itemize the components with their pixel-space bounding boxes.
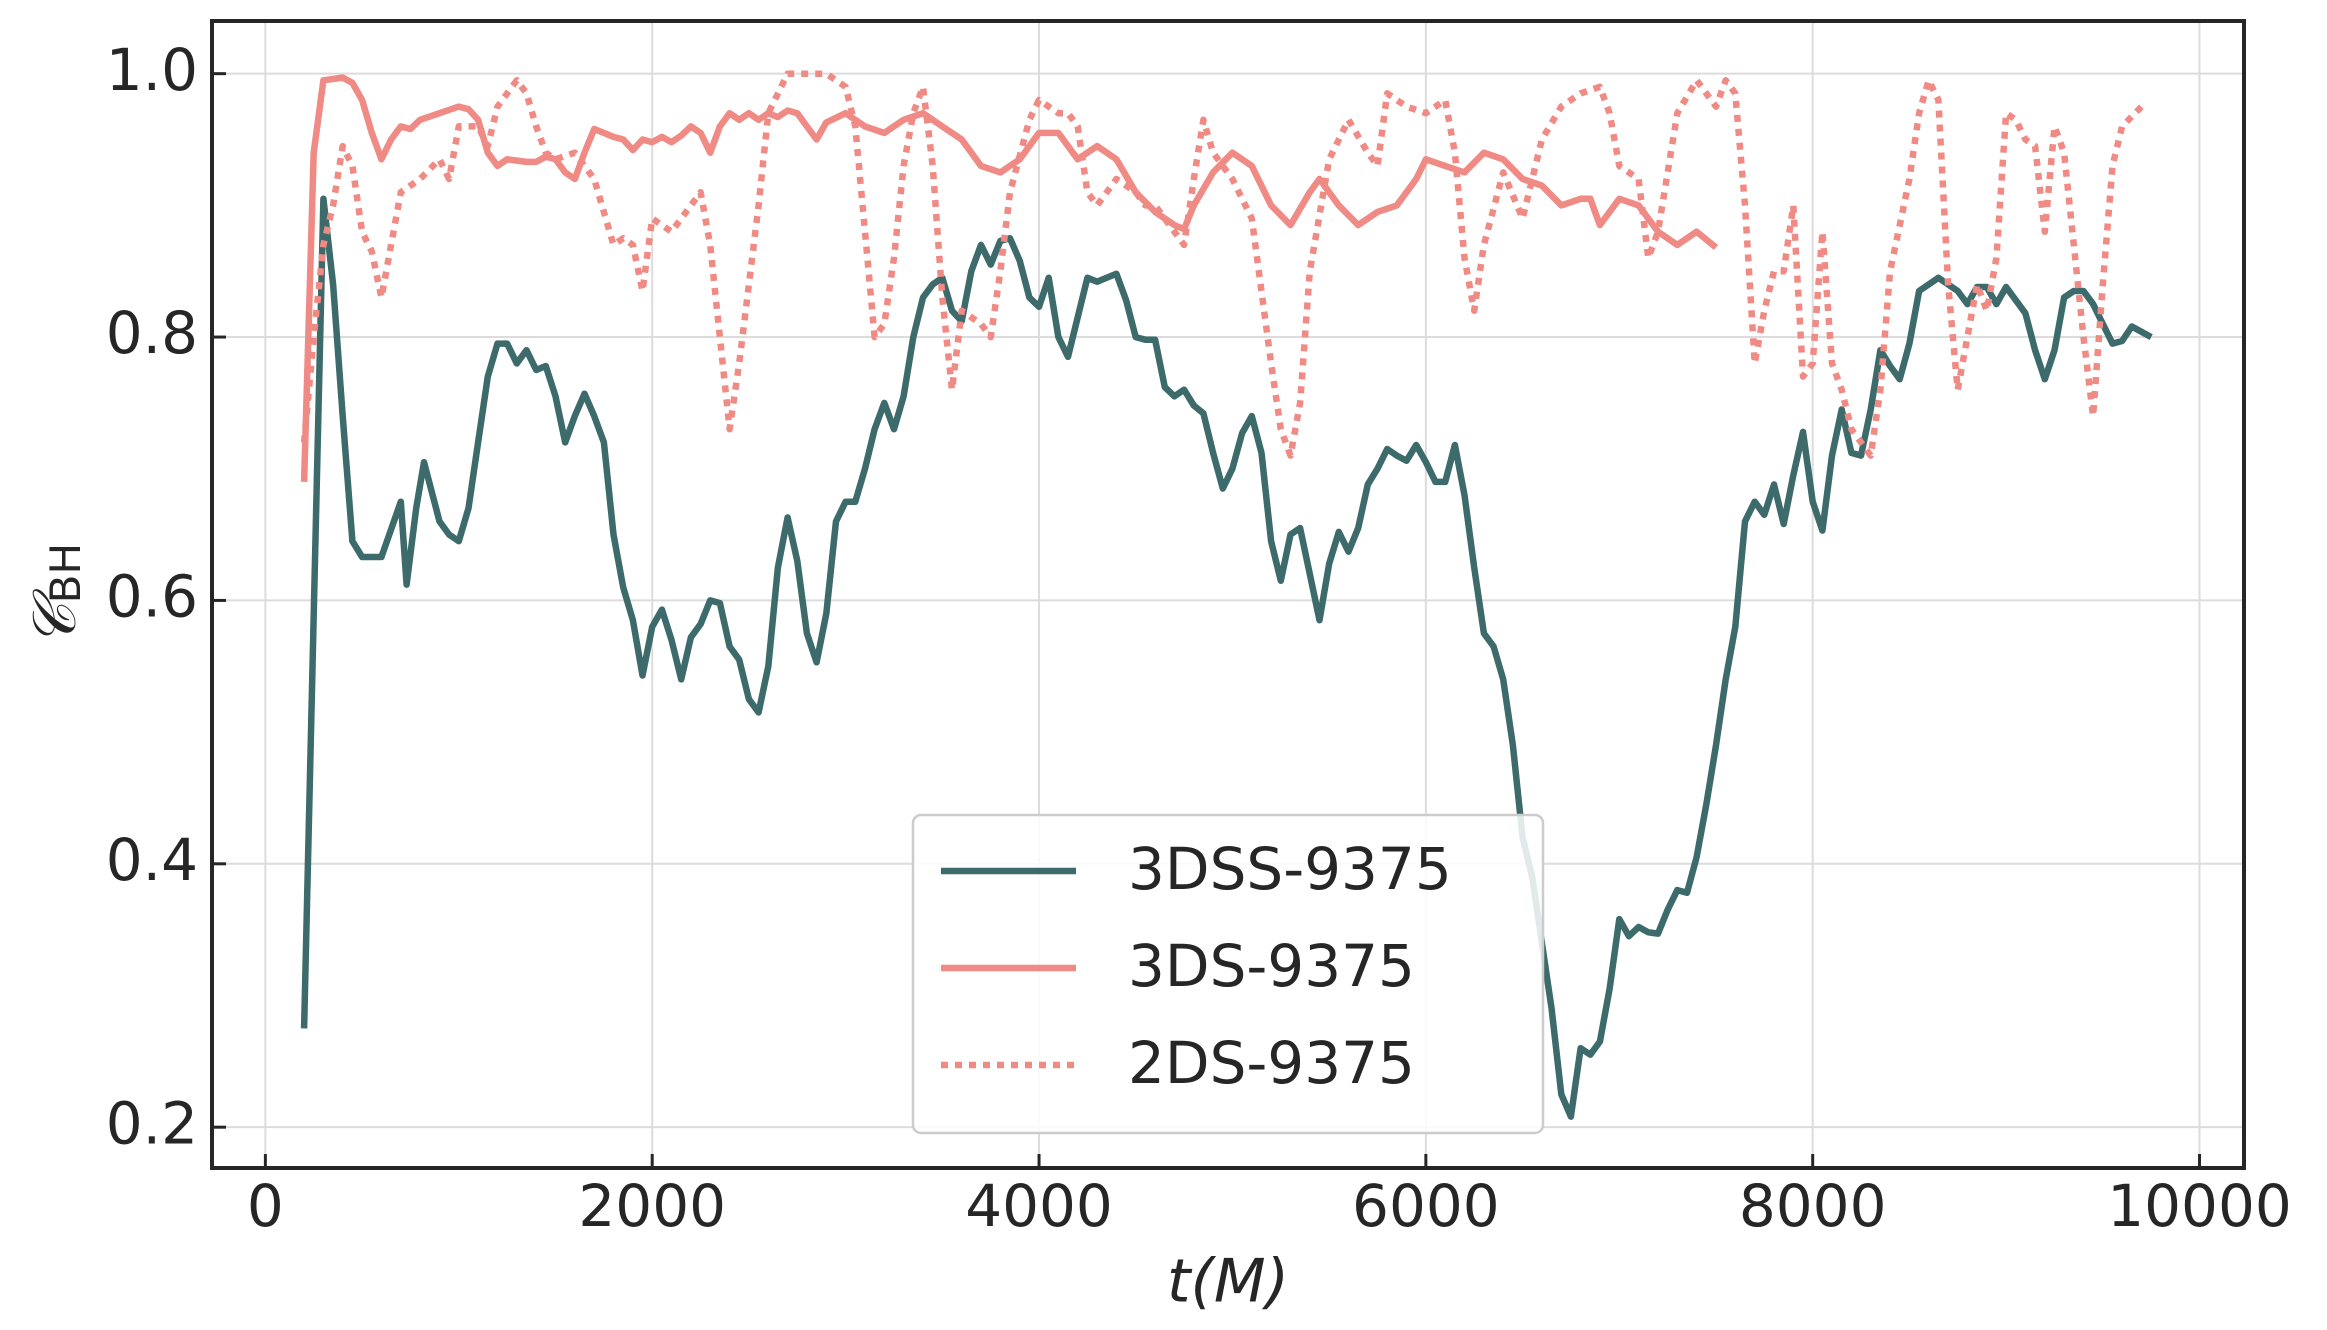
x-tick-label: 2000 xyxy=(578,1172,726,1240)
y-tick-label: 0.2 xyxy=(106,1089,198,1157)
legend-label: 3DS-9375 xyxy=(1128,932,1415,1000)
plot-area xyxy=(300,70,2153,1120)
y-axis-label: 𝒞BH xyxy=(20,543,90,647)
legend-label: 3DSS-9375 xyxy=(1128,835,1452,903)
y-tick-label: 0.4 xyxy=(106,826,198,894)
series-line xyxy=(300,74,1719,482)
series-line xyxy=(300,195,2153,1120)
legend-label: 2DS-9375 xyxy=(1128,1029,1415,1097)
y-axis-label-sub: BH xyxy=(41,543,90,603)
y-tick-label: 0.6 xyxy=(106,563,198,631)
x-tick-label: 6000 xyxy=(1352,1172,1500,1240)
x-tick-label: 10000 xyxy=(2107,1172,2292,1240)
series-line xyxy=(300,70,2144,459)
y-tick-label: 1.0 xyxy=(106,36,198,104)
x-tick-label: 8000 xyxy=(1739,1172,1887,1240)
plot-frame xyxy=(210,19,2246,1170)
legend-box xyxy=(911,813,1545,1135)
x-tick-label: 4000 xyxy=(965,1172,1113,1240)
x-axis-label: t(M) xyxy=(1167,1247,1289,1317)
x-tick-label: 0 xyxy=(247,1172,284,1240)
y-tick-label: 0.8 xyxy=(106,299,198,367)
